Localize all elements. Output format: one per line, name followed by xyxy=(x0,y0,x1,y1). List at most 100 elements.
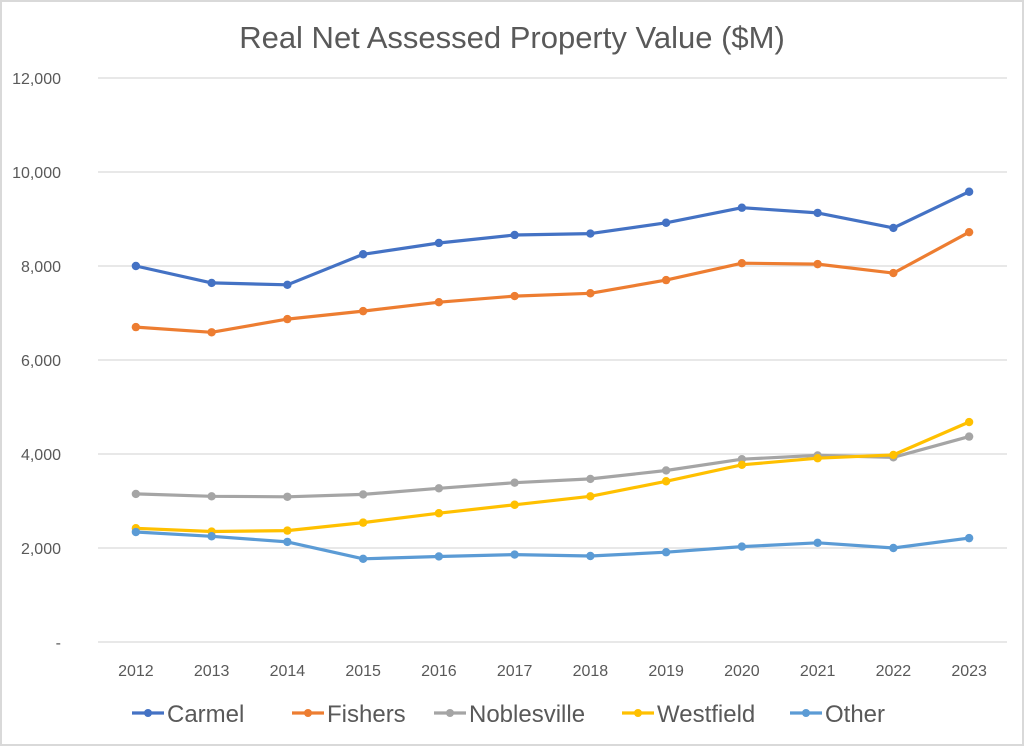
series-noblesville xyxy=(131,432,974,501)
x-tick-label: 2016 xyxy=(421,663,457,680)
data-point xyxy=(283,492,292,501)
data-point xyxy=(586,229,595,238)
legend-label: Other xyxy=(825,701,885,728)
series-line xyxy=(134,230,971,334)
x-tick-label: 2023 xyxy=(951,663,987,680)
y-tick-label: 12,000 xyxy=(12,71,61,88)
data-point xyxy=(510,550,519,559)
series-westfield xyxy=(131,417,974,536)
x-tick-label: 2022 xyxy=(876,663,912,680)
data-point xyxy=(283,314,292,324)
gridlines xyxy=(98,77,1007,643)
legend-point-marker xyxy=(144,709,152,717)
data-point xyxy=(434,484,444,493)
data-point xyxy=(964,227,974,237)
data-point xyxy=(358,518,368,527)
y-tick-label: - xyxy=(56,635,61,652)
data-point xyxy=(661,477,671,486)
data-point xyxy=(131,527,141,537)
legend-point-marker xyxy=(634,709,642,717)
data-point xyxy=(586,289,595,298)
data-point xyxy=(813,259,822,269)
data-point xyxy=(813,208,822,218)
series-carmel xyxy=(131,187,974,289)
data-point xyxy=(737,258,747,268)
legend-point-marker xyxy=(446,709,454,717)
legend-item-other: Other xyxy=(790,701,885,728)
data-point xyxy=(283,537,292,547)
y-tick-label: 6,000 xyxy=(21,353,61,370)
data-point xyxy=(964,432,974,441)
legend-label: Westfield xyxy=(657,701,755,728)
legend-label: Noblesville xyxy=(469,701,585,728)
series-line xyxy=(134,420,971,534)
series-line xyxy=(134,190,971,287)
data-point xyxy=(889,268,898,278)
y-tick-label: 8,000 xyxy=(21,259,61,276)
data-point xyxy=(131,261,141,271)
series-lines xyxy=(131,187,974,564)
data-point xyxy=(737,203,747,212)
data-point xyxy=(813,454,822,463)
data-point xyxy=(510,230,519,240)
x-tick-label: 2012 xyxy=(118,663,154,680)
data-point xyxy=(813,538,822,548)
data-point xyxy=(434,509,444,518)
x-tick-label: 2013 xyxy=(194,663,230,680)
data-point xyxy=(737,542,747,551)
legend: Carmel Fishers Noblesville Westfield Other xyxy=(132,701,885,728)
legend-item-noblesville: Noblesville xyxy=(434,701,585,728)
x-tick-label: 2014 xyxy=(270,663,306,680)
data-point xyxy=(964,187,974,196)
data-point xyxy=(661,275,671,285)
data-point xyxy=(889,223,898,233)
data-point xyxy=(661,548,671,557)
data-point xyxy=(358,554,368,564)
data-point xyxy=(358,306,368,316)
legend-point-marker xyxy=(304,709,312,717)
series-other xyxy=(131,527,974,564)
x-tick-label: 2019 xyxy=(648,663,684,680)
x-tick-label: 2020 xyxy=(724,663,760,680)
data-point xyxy=(434,238,444,248)
legend-item-carmel: Carmel xyxy=(132,701,244,728)
legend-point-marker xyxy=(802,709,810,717)
data-point xyxy=(889,543,898,553)
x-tick-label: 2015 xyxy=(345,663,381,680)
data-point xyxy=(510,500,519,509)
data-point xyxy=(131,322,141,332)
data-point xyxy=(283,280,292,289)
y-tick-label: 2,000 xyxy=(21,541,61,558)
data-point xyxy=(207,492,216,501)
data-point xyxy=(434,297,444,307)
y-tick-label: 4,000 xyxy=(21,447,61,464)
data-point xyxy=(358,490,368,499)
data-point xyxy=(207,328,216,337)
y-axis-ticks: - 2,000 4,000 6,000 8,000 10,000 12,000 xyxy=(12,71,61,652)
legend-item-fishers: Fishers xyxy=(292,701,406,728)
data-point xyxy=(283,526,292,535)
data-point xyxy=(131,489,141,499)
x-tick-label: 2018 xyxy=(573,663,609,680)
data-point xyxy=(510,291,519,301)
legend-item-westfield: Westfield xyxy=(622,701,755,728)
data-point xyxy=(737,460,747,470)
series-line xyxy=(134,530,971,561)
data-point xyxy=(434,552,444,561)
data-point xyxy=(964,533,974,543)
series-fishers xyxy=(131,227,974,337)
data-point xyxy=(358,250,368,259)
data-point xyxy=(661,466,671,475)
data-point xyxy=(661,218,671,227)
data-point xyxy=(586,492,595,501)
data-point xyxy=(207,532,216,541)
data-point xyxy=(510,478,519,487)
legend-label: Fishers xyxy=(327,701,406,728)
x-tick-label: 2021 xyxy=(800,663,836,680)
data-point xyxy=(586,474,595,484)
x-axis-ticks: 2012 2013 2014 2015 2016 2017 2018 2019 2020 2021… xyxy=(118,663,987,680)
y-tick-label: 10,000 xyxy=(12,165,61,182)
series-line xyxy=(134,435,971,499)
